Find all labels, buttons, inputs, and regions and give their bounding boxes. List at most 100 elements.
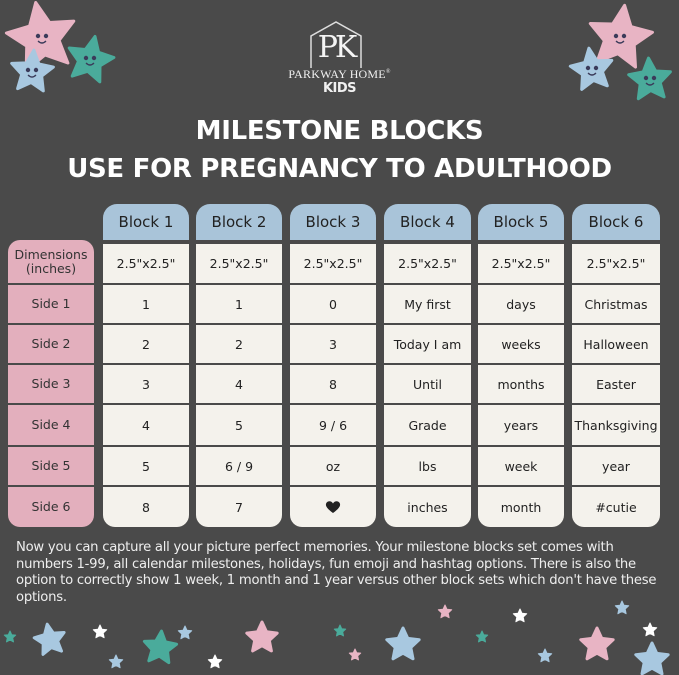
block-column: 2.5"x2.5" days weeks months years week month (478, 244, 564, 527)
table-cell: 3 (103, 365, 189, 405)
table-cell: 2 (103, 325, 189, 365)
logo-brand: PARKWAY HOME® (0, 67, 679, 82)
star-icon (177, 625, 193, 640)
star-icon (3, 630, 17, 643)
column-header: Block 4 (384, 204, 471, 240)
star-icon (568, 46, 614, 91)
table-cell: My first (384, 285, 471, 325)
star-icon (348, 648, 362, 661)
table-cell: 5 (196, 405, 282, 447)
row-label: Side 3 (8, 365, 94, 405)
table-cell: months (478, 365, 564, 405)
block-column: 2.5"x2.5" 1 2 3 4 5 8 (103, 244, 189, 527)
star-face-icon (25, 67, 39, 78)
row-label: Dimensions (inches) (8, 240, 94, 285)
table-cell: Christmas (572, 285, 660, 325)
table-cell: #cutie (595, 499, 637, 515)
star-icon (627, 56, 672, 101)
row-labels: Dimensions (inches) Side 1 Side 2 Side 3 Sid… (8, 240, 94, 527)
table-cell: oz (290, 447, 376, 487)
table-cell: 4 (103, 405, 189, 447)
star-icon (245, 620, 279, 653)
table-cell: 8 (142, 499, 150, 515)
star-icon (32, 622, 66, 656)
table-cell: 2.5"x2.5" (196, 244, 282, 285)
star-icon (579, 626, 615, 661)
column-header: Block 6 (572, 204, 660, 240)
row-label: Side 4 (8, 405, 94, 447)
star-icon (108, 654, 124, 669)
heart-icon (290, 487, 376, 527)
star-face-icon (643, 75, 657, 86)
star-icon (614, 600, 630, 615)
table-cell: 4 (196, 365, 282, 405)
table-cell: Halloween (572, 325, 660, 365)
column-header: Block 3 (290, 204, 376, 240)
table-cell: 1 (196, 285, 282, 325)
star-icon (642, 622, 658, 637)
block-column: 2.5"x2.5" Christmas Halloween Easter Thanksg… (572, 244, 660, 527)
star-icon (207, 654, 223, 669)
star-face-icon (613, 33, 627, 44)
table-cell: years (478, 405, 564, 447)
star-icon (385, 626, 421, 661)
table-cell: 6 / 9 (196, 447, 282, 487)
block-column: 2.5"x2.5" 1 2 4 5 6 / 9 7 (196, 244, 282, 527)
block-column: 2.5"x2.5" 0 3 8 9 / 6 oz (290, 244, 376, 527)
table-cell: 2.5"x2.5" (103, 244, 189, 285)
star-icon (634, 641, 670, 675)
table-cell: 2.5"x2.5" (290, 244, 376, 285)
logo-kids: KIDS (322, 81, 357, 96)
star-face-icon (83, 55, 97, 66)
table-cell: 9 / 6 (290, 405, 376, 447)
row-label: Side 2 (8, 325, 94, 365)
table-cell: week (478, 447, 564, 487)
table-cell: lbs (384, 447, 471, 487)
table-cell: Until (384, 365, 471, 405)
table-cell: inches (407, 499, 448, 515)
table-cell: Grade (384, 405, 471, 447)
registered-mark: ® (385, 69, 391, 75)
table-cell: Today I am (384, 325, 471, 365)
star-icon (588, 3, 654, 69)
description: Now you can capture all your picture per… (16, 540, 657, 605)
star-face-icon (585, 65, 599, 76)
logo-monogram: PK (317, 30, 358, 65)
column-header: Block 5 (478, 204, 564, 240)
table-cell: 2.5"x2.5" (478, 244, 564, 285)
column-header: Block 2 (196, 204, 282, 240)
star-icon (537, 648, 553, 663)
title-line-2: USE FOR PREGNANCY TO ADULTHOOD (67, 154, 612, 184)
table-cell: days (478, 285, 564, 325)
table-cell: year (572, 447, 660, 487)
row-label: Side 6 (31, 499, 71, 514)
column-header: Block 1 (103, 204, 189, 240)
star-face-icon (35, 33, 49, 44)
star-icon (437, 604, 453, 619)
logo-house-icon (310, 21, 362, 68)
star-icon (92, 624, 108, 639)
table-cell: 8 (290, 365, 376, 405)
title-line-1: MILESTONE BLOCKS (195, 116, 484, 146)
table-cell: month (500, 499, 542, 515)
table-cell: Thanksgiving (572, 405, 660, 447)
star-icon (67, 35, 116, 84)
table-cell: 3 (290, 325, 376, 365)
table-cell: 1 (103, 285, 189, 325)
brand-name: PARKWAY HOME (288, 67, 386, 81)
table-cell: 2.5"x2.5" (384, 244, 471, 285)
table-cell: 2.5"x2.5" (572, 244, 660, 285)
star-icon (512, 608, 528, 623)
table-cell: Easter (572, 365, 660, 405)
block-column: 2.5"x2.5" My first Today I am Until Grade lbs… (384, 244, 471, 527)
star-icon (142, 629, 179, 665)
table-cell: weeks (478, 325, 564, 365)
table-cell: 0 (290, 285, 376, 325)
table-cell: 2 (196, 325, 282, 365)
star-icon (10, 48, 55, 93)
row-label: Side 1 (8, 285, 94, 325)
table-cell: 7 (235, 499, 243, 515)
star-icon (475, 630, 489, 643)
row-label: Side 5 (8, 447, 94, 487)
